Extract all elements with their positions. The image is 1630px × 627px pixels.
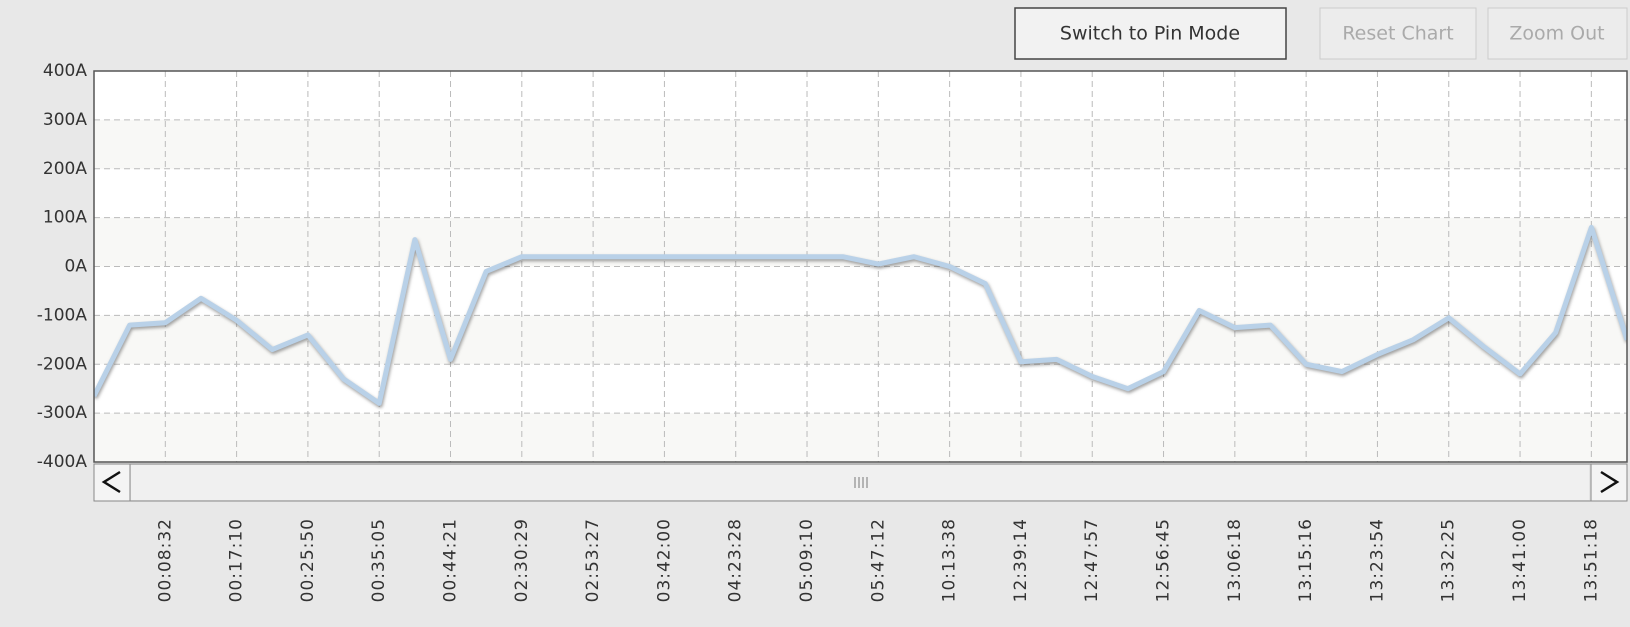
x-tick-label: 12:39:14 xyxy=(1011,518,1031,602)
x-tick-label: 13:41:00 xyxy=(1510,518,1530,602)
y-tick-label: -300A xyxy=(37,403,88,423)
button-label[interactable]: Switch to Pin Mode xyxy=(1060,23,1240,45)
labels: 400A 300A 200A 100A 0A -100A -200A -300A -400A 00… xyxy=(37,61,1602,602)
line xyxy=(94,224,1627,406)
x-tick-label: 13:51:18 xyxy=(1581,518,1601,602)
arrow-left[interactable] xyxy=(101,470,121,494)
scroll-thumb[interactable] xyxy=(131,465,1589,500)
grid xyxy=(94,70,1627,463)
scroll-grip[interactable] xyxy=(854,477,868,488)
y-tick-label: 400A xyxy=(43,61,87,81)
button-label[interactable]: Reset Chart xyxy=(1342,23,1453,45)
zoom-out-button[interactable]: Zoom Out xyxy=(1487,7,1628,60)
grid-band xyxy=(94,413,1627,462)
x-tick-label: 00:17:10 xyxy=(227,518,247,602)
scroll-left[interactable] xyxy=(93,463,131,502)
y-tick-label: -100A xyxy=(37,305,88,325)
y-tick-label: 300A xyxy=(43,110,87,130)
x-tick-label: 13:15:16 xyxy=(1296,518,1316,602)
x-tick-label: 00:44:21 xyxy=(441,518,461,602)
button-frame[interactable] xyxy=(1319,7,1477,60)
x-tick-label: 13:32:25 xyxy=(1439,518,1459,602)
pin-mode-button[interactable]: Switch to Pin Mode xyxy=(1014,7,1287,60)
x-tick-label: 00:25:50 xyxy=(298,518,318,602)
x-tick-label: 12:56:45 xyxy=(1154,518,1174,602)
x-tick-label: 00:08:32 xyxy=(155,518,175,602)
y-tick-label: 200A xyxy=(43,159,87,179)
scrollbar[interactable] xyxy=(93,463,1628,502)
x-tick-label: 02:30:29 xyxy=(512,518,532,602)
x-tick-label: 13:23:54 xyxy=(1367,518,1387,602)
x-tick-label: 00:35:05 xyxy=(369,518,389,602)
x-tick-label: 02:53:27 xyxy=(583,518,603,602)
y-tick-label: -400A xyxy=(37,452,88,472)
button-frame[interactable] xyxy=(1487,7,1628,60)
x-tick-label: 13:06:18 xyxy=(1225,518,1245,602)
x-tick-label: 04:23:28 xyxy=(726,518,746,602)
x-tick-label: 05:47:12 xyxy=(868,518,888,602)
plot-border xyxy=(93,70,1628,463)
series xyxy=(94,224,1627,406)
y-tick-label: 100A xyxy=(43,208,87,228)
grid-band xyxy=(94,119,1627,169)
arrow-right[interactable] xyxy=(1600,470,1620,494)
reset-chart-button[interactable]: Reset Chart xyxy=(1319,7,1477,60)
x-tick-label: 10:13:38 xyxy=(940,518,960,602)
x-tick-label: 05:09:10 xyxy=(797,518,817,602)
button-label[interactable]: Zoom Out xyxy=(1509,23,1604,45)
x-tick-label: 03:42:00 xyxy=(654,518,674,602)
x-tick-label: 12:47:57 xyxy=(1082,518,1102,602)
scroll-right[interactable] xyxy=(1590,463,1628,502)
bands xyxy=(94,119,1627,462)
button-frame[interactable] xyxy=(1014,7,1287,60)
y-tick-label: 0A xyxy=(65,257,88,277)
y-tick-label: -200A xyxy=(37,354,88,374)
